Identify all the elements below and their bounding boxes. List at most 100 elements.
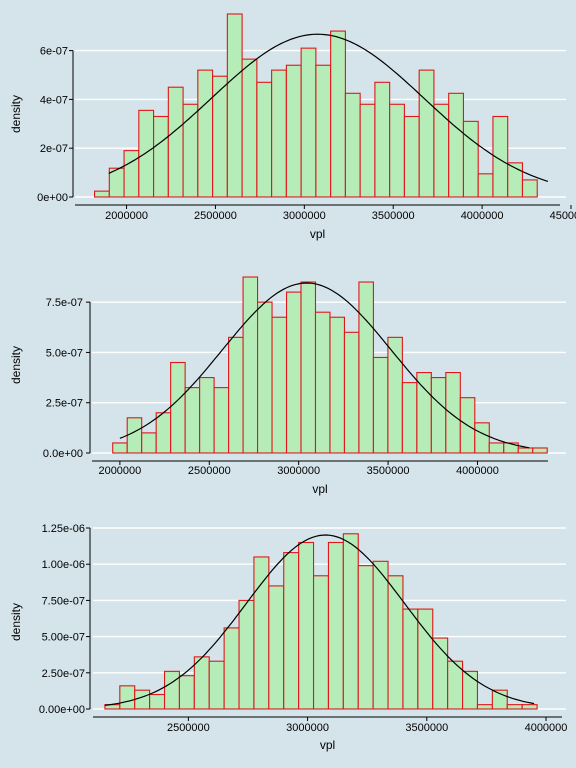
histogram-bar — [298, 541, 315, 710]
histogram-bar — [193, 656, 210, 710]
histogram-panel-1: 2000000 2500000 3000000 3500000 4000000 4500 0… — [9, 13, 576, 241]
histogram-bar — [445, 371, 461, 454]
histogram-bar — [153, 115, 169, 198]
histogram-bar — [119, 685, 136, 710]
histogram-bar — [253, 556, 270, 710]
histogram-bar — [312, 575, 329, 710]
x-tick-label: 4000000 — [456, 465, 499, 477]
y-tick-label: 2e-07 — [40, 143, 68, 155]
y-axis-title: density — [9, 95, 23, 133]
histogram-bar — [256, 81, 273, 198]
histogram-bar — [401, 382, 418, 454]
histogram-bar — [532, 447, 548, 454]
histogram-bar — [506, 704, 523, 710]
histogram-bar — [403, 115, 420, 198]
y-tick-label: 4e-07 — [40, 94, 68, 106]
histogram-bar — [300, 281, 317, 454]
histogram-bar — [521, 179, 538, 198]
histogram-bar — [358, 281, 374, 454]
histogram-bar — [126, 417, 143, 454]
x-tick-label: 3500000 — [405, 722, 448, 734]
histogram-bar — [374, 81, 391, 198]
y-tick-label: 6e-07 — [40, 46, 68, 58]
y-tick-label: 0.0e+00 — [43, 448, 83, 460]
histogram-bar — [357, 565, 374, 710]
histogram-bar — [474, 422, 490, 454]
histogram-bar — [178, 675, 195, 710]
histogram-bar — [242, 276, 259, 454]
x-tick-label: 4000000 — [461, 210, 504, 222]
histogram-bar — [372, 560, 389, 710]
x-tick-label: 4500000 — [550, 210, 576, 222]
histogram-bar — [197, 69, 214, 198]
histogram-bar — [285, 291, 302, 454]
y-tick-label: 0.00e+00 — [39, 704, 85, 716]
histogram-bar — [389, 103, 405, 198]
density-curve — [119, 282, 530, 449]
histogram-bar — [372, 356, 389, 454]
histogram-bar — [488, 442, 505, 454]
x-tick-label: 3000000 — [286, 722, 329, 734]
histogram-bar — [492, 115, 509, 198]
histogram-bar — [228, 336, 244, 454]
histogram-panel-3: 2500000 3000000 3500000 4000000 0.00e+00 2.50… — [9, 523, 567, 752]
histogram-bar — [223, 627, 240, 710]
histogram-panel-2: 2000000 2500000 3000000 3500000 4000000 0.0e+… — [9, 276, 566, 496]
histogram-bar — [462, 120, 479, 198]
histogram-bar — [208, 660, 225, 710]
histogram-bar — [112, 442, 128, 454]
histogram-bar — [238, 599, 255, 710]
x-tick-label: 4000000 — [525, 722, 568, 734]
x-tick-label: 2500000 — [167, 722, 210, 734]
histogram-bar — [344, 92, 361, 198]
histogram-bar — [167, 86, 184, 198]
histogram-bar — [285, 64, 302, 198]
histogram-bar — [226, 13, 243, 198]
histogram-bar — [327, 541, 344, 710]
histogram-bar — [330, 30, 346, 198]
y-tick-label: 7.50e-07 — [42, 595, 85, 607]
x-tick-label: 2000000 — [98, 465, 141, 477]
histogram-bar — [199, 377, 215, 454]
x-axis-title: vpl — [320, 738, 335, 752]
histogram-bar — [329, 316, 346, 454]
y-tick-label: 2.5e-07 — [46, 398, 83, 410]
histogram-bar — [257, 301, 273, 454]
histogram-bar — [271, 69, 287, 198]
histogram-bar — [134, 689, 151, 710]
histogram-bar — [448, 92, 464, 198]
histogram-bar — [123, 150, 140, 198]
histogram-bar — [430, 377, 447, 454]
histogram-bar — [462, 670, 479, 710]
histogram-bar — [476, 704, 493, 710]
histogram-bar — [184, 387, 201, 454]
histogram-bar — [141, 432, 157, 454]
y-axis-title: density — [9, 603, 23, 641]
x-axis-title: vpl — [310, 227, 325, 241]
histogram-bar — [94, 190, 110, 198]
x-tick-label: 3500000 — [372, 210, 415, 222]
histogram-bar — [477, 173, 494, 198]
histogram-bar — [416, 371, 432, 454]
y-axis-title: density — [9, 346, 23, 384]
x-tick-label: 2500000 — [188, 465, 231, 477]
y-tick-label: 5.00e-07 — [42, 632, 85, 644]
histogram-bar — [155, 412, 172, 454]
histogram-bar — [359, 103, 376, 198]
histogram-bar — [213, 387, 230, 454]
histogram-bar — [315, 64, 332, 198]
y-tick-label: 2.50e-07 — [42, 668, 85, 680]
density-curve — [108, 33, 549, 182]
histogram-bar — [283, 552, 300, 710]
histogram-bar — [271, 316, 288, 454]
histogram-bar — [138, 109, 155, 198]
x-axis-title: vpl — [312, 482, 327, 496]
y-tick-label: 5.0e-07 — [46, 347, 83, 359]
x-tick-label: 2500000 — [194, 210, 237, 222]
histogram-bar — [402, 608, 419, 710]
y-tick-label: 7.5e-07 — [46, 297, 83, 309]
x-tick-label: 3500000 — [367, 465, 410, 477]
histogram-bar — [342, 533, 359, 710]
histogram-bar — [241, 58, 258, 198]
